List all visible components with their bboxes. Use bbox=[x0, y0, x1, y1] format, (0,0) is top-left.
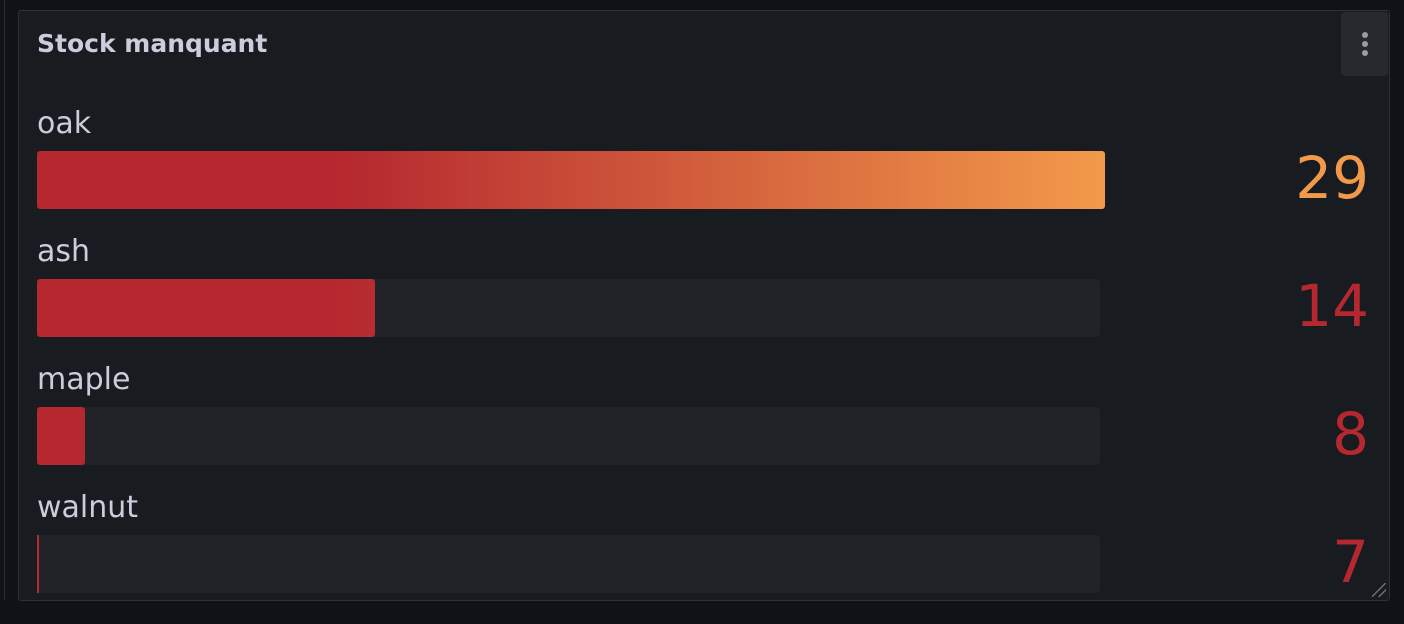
bar-row: walnut 7 bbox=[37, 490, 1369, 624]
bar-track bbox=[37, 535, 1100, 593]
adjacent-panel-edge bbox=[0, 0, 5, 600]
bar-track bbox=[37, 151, 1105, 209]
bar-label: ash bbox=[37, 234, 91, 269]
bar-value: 8 bbox=[1332, 400, 1369, 468]
bar-fill bbox=[37, 151, 1105, 209]
bar-label: oak bbox=[37, 106, 92, 141]
bar-value: 7 bbox=[1332, 528, 1369, 596]
bar-value: 14 bbox=[1295, 272, 1369, 340]
bar-row: maple 8 bbox=[37, 362, 1369, 496]
bar-row: oak 29 bbox=[37, 106, 1369, 240]
panel-menu-button[interactable] bbox=[1341, 12, 1388, 76]
bar-fill bbox=[37, 407, 86, 465]
bar-track bbox=[37, 279, 1100, 337]
bar-gauge-panel: Stock manquant oak 29 ash 14 maple 8 wal… bbox=[18, 10, 1390, 601]
bar-fill bbox=[37, 279, 376, 337]
resize-handle-icon[interactable] bbox=[1372, 583, 1386, 597]
bar-label: maple bbox=[37, 362, 131, 397]
panel-title[interactable]: Stock manquant bbox=[37, 29, 268, 58]
bar-fill bbox=[37, 535, 39, 593]
bar-row: ash 14 bbox=[37, 234, 1369, 368]
bar-value: 29 bbox=[1295, 144, 1369, 212]
bar-label: walnut bbox=[37, 490, 139, 525]
bar-track bbox=[37, 407, 1100, 465]
